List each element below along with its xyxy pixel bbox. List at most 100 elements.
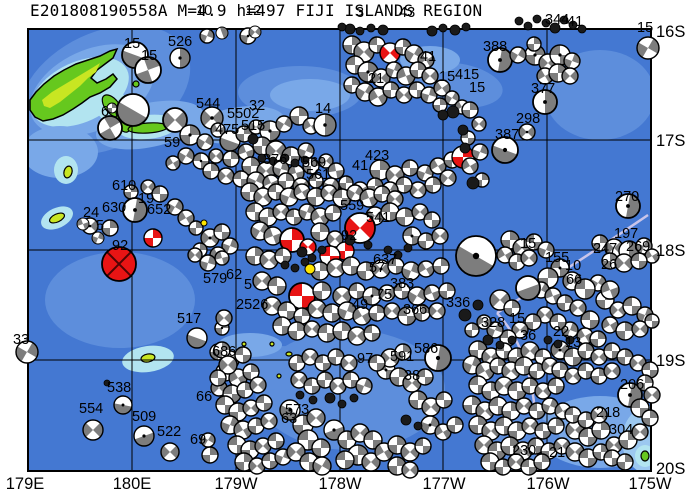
ball-quadrants xyxy=(304,323,320,335)
depth-label: 6 xyxy=(101,104,109,120)
ball-quadrants xyxy=(289,283,315,309)
ball-quadrants xyxy=(405,46,423,62)
ball-quadrants xyxy=(178,149,194,163)
ball-outline xyxy=(444,90,460,106)
beachball xyxy=(232,170,250,188)
ball-quadrants xyxy=(348,329,366,343)
beachball xyxy=(503,299,521,317)
ball-outline xyxy=(435,391,453,409)
beachball xyxy=(247,417,265,435)
ball-quadrants xyxy=(398,307,416,325)
tiny-mechanism xyxy=(307,253,317,263)
depth-label: 10 xyxy=(196,3,212,19)
beachball xyxy=(603,362,621,380)
bathymetry-patch xyxy=(218,333,282,357)
ball-outline xyxy=(509,46,527,64)
ball-outline xyxy=(302,157,320,175)
beachball xyxy=(401,461,419,479)
depth-label: 19 xyxy=(138,191,154,207)
tiny-mechanism xyxy=(568,20,578,30)
beachball xyxy=(455,235,497,277)
ball-quadrants xyxy=(16,342,38,362)
depth-label: 573 xyxy=(285,402,309,418)
ball-center-dot xyxy=(199,159,203,163)
ball-quadrants xyxy=(445,91,459,105)
ball-outline xyxy=(91,231,105,245)
ball-outline xyxy=(561,67,579,85)
beachball-tiny xyxy=(461,22,471,32)
beachball xyxy=(214,250,230,266)
beachball xyxy=(401,159,419,177)
ball-quadrants xyxy=(218,170,234,182)
depth-label: 12 xyxy=(245,3,261,19)
beachball-tiny xyxy=(257,153,267,163)
ball-outline xyxy=(275,115,293,133)
ball-quadrants xyxy=(330,380,346,392)
beachball-tiny xyxy=(363,240,373,250)
ball-quadrants xyxy=(433,258,449,274)
beachball xyxy=(123,184,139,200)
ball-quadrants xyxy=(469,416,487,434)
tiny-mechanism xyxy=(290,263,300,273)
beachball xyxy=(591,420,611,440)
ball-outline xyxy=(433,79,451,97)
depth-label: 3 xyxy=(356,5,364,21)
beachball xyxy=(340,354,358,372)
ball-outline xyxy=(461,101,479,119)
tiny-mechanism xyxy=(308,395,318,405)
ball-quadrants xyxy=(487,322,503,338)
beachball xyxy=(605,436,623,454)
ball-quadrants xyxy=(343,372,359,388)
lon-label: 175W xyxy=(628,475,672,493)
beachball xyxy=(267,276,287,296)
beachball xyxy=(113,395,133,415)
beachball xyxy=(461,101,479,119)
tiny-mechanism xyxy=(280,260,290,270)
ball-quadrants xyxy=(516,400,532,412)
ball-center-dot xyxy=(558,266,562,270)
tiny-mechanism xyxy=(344,23,356,35)
beachball xyxy=(335,450,355,470)
beachball xyxy=(471,143,489,161)
ball-quadrants xyxy=(288,322,306,340)
beachball-tiny xyxy=(337,22,347,32)
ball-quadrants xyxy=(278,173,294,189)
depth-label: 366 xyxy=(403,302,427,318)
ball-quadrants xyxy=(630,357,646,369)
ball-quadrants xyxy=(268,433,284,449)
ball-half xyxy=(435,345,451,371)
ball-quadrants xyxy=(312,439,330,457)
depth-label: 15 xyxy=(439,69,455,85)
beachball xyxy=(561,321,579,339)
ball-quadrants xyxy=(645,249,659,263)
ball-quadrants xyxy=(432,230,448,242)
ball-quadrants xyxy=(463,356,481,374)
ball-quadrants xyxy=(550,314,566,330)
ball-center-dot xyxy=(246,34,250,38)
ball-quadrants xyxy=(410,184,426,196)
beachball-tiny xyxy=(300,257,310,267)
ball-center-dot xyxy=(220,326,224,330)
beachball xyxy=(215,309,233,327)
ball-quadrants xyxy=(424,285,440,301)
depth-label: 15 xyxy=(469,80,485,96)
depth-label: 49 xyxy=(352,297,368,313)
tiny-mechanism xyxy=(349,393,359,403)
beachball xyxy=(439,169,457,187)
ball-quadrants xyxy=(214,342,230,358)
beachball xyxy=(199,254,217,272)
ball-quadrants xyxy=(178,211,194,225)
beachball xyxy=(644,248,660,264)
ball-quadrants xyxy=(102,220,118,236)
ball-center-dot xyxy=(188,133,192,137)
ball-quadrants xyxy=(144,229,162,247)
beachball xyxy=(221,237,239,255)
ball-quadrants xyxy=(417,165,433,181)
ball-quadrants xyxy=(476,363,494,379)
ball-quadrants xyxy=(357,262,375,280)
ball-quadrants xyxy=(396,89,412,101)
lat-label: 16S xyxy=(656,23,685,41)
beachball xyxy=(407,286,427,306)
beachball-tiny xyxy=(307,253,317,263)
